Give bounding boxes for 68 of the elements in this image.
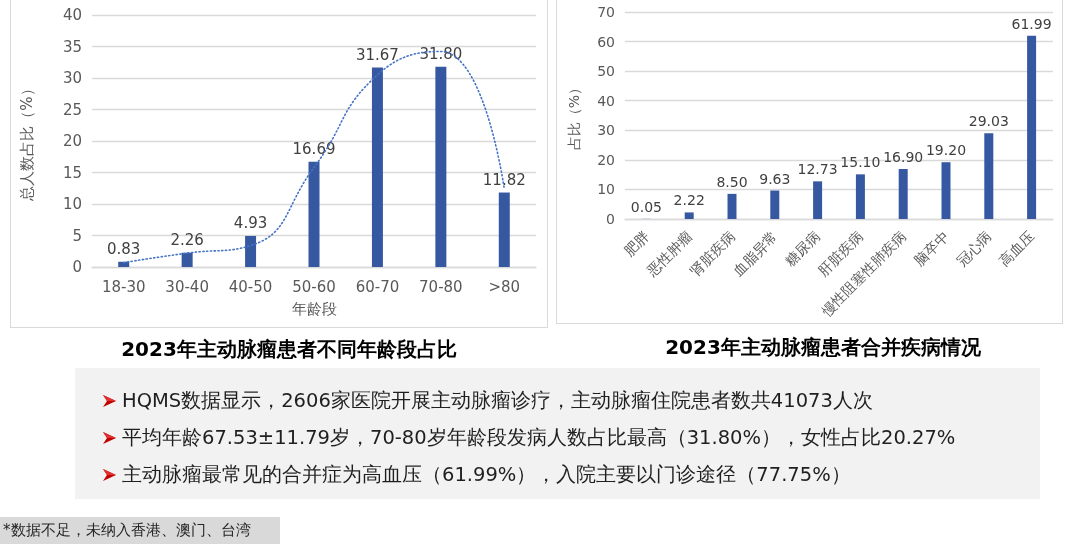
data-label: 4.93 xyxy=(233,214,268,233)
bar xyxy=(181,252,193,267)
data-label: 9.63 xyxy=(759,170,791,187)
data-label: 19.20 xyxy=(925,142,967,159)
bar xyxy=(684,212,694,219)
y-tick-label: 50 xyxy=(597,63,615,80)
data-label: 0.83 xyxy=(107,240,141,259)
x-tick-label: 40-50 xyxy=(228,277,273,296)
text: HQMS数据显示，2606家医院开展主动脉瘤诊疗，主动脉瘤住院患者数共41073人次 xyxy=(122,388,873,414)
x-tick-label: 18-30 xyxy=(101,277,146,296)
data-label: 12.73 xyxy=(797,161,838,178)
y-tick-label: 10 xyxy=(597,181,615,198)
y-tick-label: 5 xyxy=(72,226,82,245)
data-label: 15.10 xyxy=(840,154,881,171)
data-label: 11.82 xyxy=(482,171,526,190)
bar xyxy=(898,169,908,219)
data-label: 31.67 xyxy=(355,45,399,64)
x-tick-label: 肥胖 xyxy=(620,228,653,260)
y-tick-label: 0 xyxy=(72,258,82,276)
bar xyxy=(435,66,447,267)
text: 2023年主动脉瘤患者合并疾病情况 xyxy=(664,334,982,360)
x-tick-label: >80 xyxy=(488,277,521,296)
y-tick-label: 20 xyxy=(597,151,615,168)
data-label: 8.50 xyxy=(716,173,748,190)
y-axis-title: 占比（%） xyxy=(566,80,582,151)
y-tick-label: 10 xyxy=(62,195,82,213)
bar xyxy=(245,235,257,267)
data-label: 16.90 xyxy=(883,149,924,166)
data-label: 61.99 xyxy=(1011,15,1052,32)
data-label: 16.69 xyxy=(292,140,336,159)
bar xyxy=(308,161,320,267)
x-tick-label: 50-60 xyxy=(292,277,336,296)
text: 2023年主动脉瘤患者不同年龄段占比 xyxy=(120,336,458,362)
data-label: 2.22 xyxy=(673,192,705,209)
bar xyxy=(855,174,865,219)
bar xyxy=(984,133,994,219)
y-tick-label: 30 xyxy=(62,69,82,87)
x-tick-label: 脑卒中 xyxy=(910,228,952,270)
x-tick-label: 高血压 xyxy=(996,228,1038,270)
y-tick-label: 25 xyxy=(62,100,82,119)
bar xyxy=(770,190,780,219)
bar xyxy=(1027,35,1037,219)
y-tick-label: 35 xyxy=(62,37,82,56)
y-tick-label: 30 xyxy=(597,122,615,139)
x-tick-label: 70-80 xyxy=(419,277,463,296)
y-tick-label: 15 xyxy=(62,163,82,182)
x-tick-label: 60-70 xyxy=(355,277,400,296)
bar xyxy=(498,192,510,267)
y-axis-title: 总人数占比（%） xyxy=(17,81,36,202)
y-tick-label: 60 xyxy=(597,33,615,50)
y-tick-label: 0 xyxy=(606,211,615,227)
y-tick-label: 40 xyxy=(62,6,82,24)
bar xyxy=(813,181,823,219)
x-axis-title: 年龄段 xyxy=(291,299,337,318)
x-tick-label: 30-40 xyxy=(165,277,209,296)
y-tick-label: 40 xyxy=(597,92,615,109)
data-label: 2.26 xyxy=(170,231,204,250)
text: *数据不足，未纳入香港、澳门、台湾 xyxy=(3,521,251,540)
y-tick-label: 20 xyxy=(62,132,82,150)
bar xyxy=(371,67,383,267)
text: 平均年龄67.53±11.79岁，70-80岁年龄段发病人数占比最高（31.80%），女性占比20.27% xyxy=(122,425,956,451)
bar xyxy=(727,193,737,219)
text: 主动脉瘤最常见的合并症为高血压（61.99%），入院主要以门诊途径（77.75%） xyxy=(122,462,851,488)
data-label: 29.03 xyxy=(968,113,1009,130)
bar xyxy=(941,162,951,219)
y-tick-label: 70 xyxy=(597,4,615,20)
x-tick-label: 冠心病 xyxy=(953,228,995,270)
data-label: 0.05 xyxy=(630,198,662,215)
